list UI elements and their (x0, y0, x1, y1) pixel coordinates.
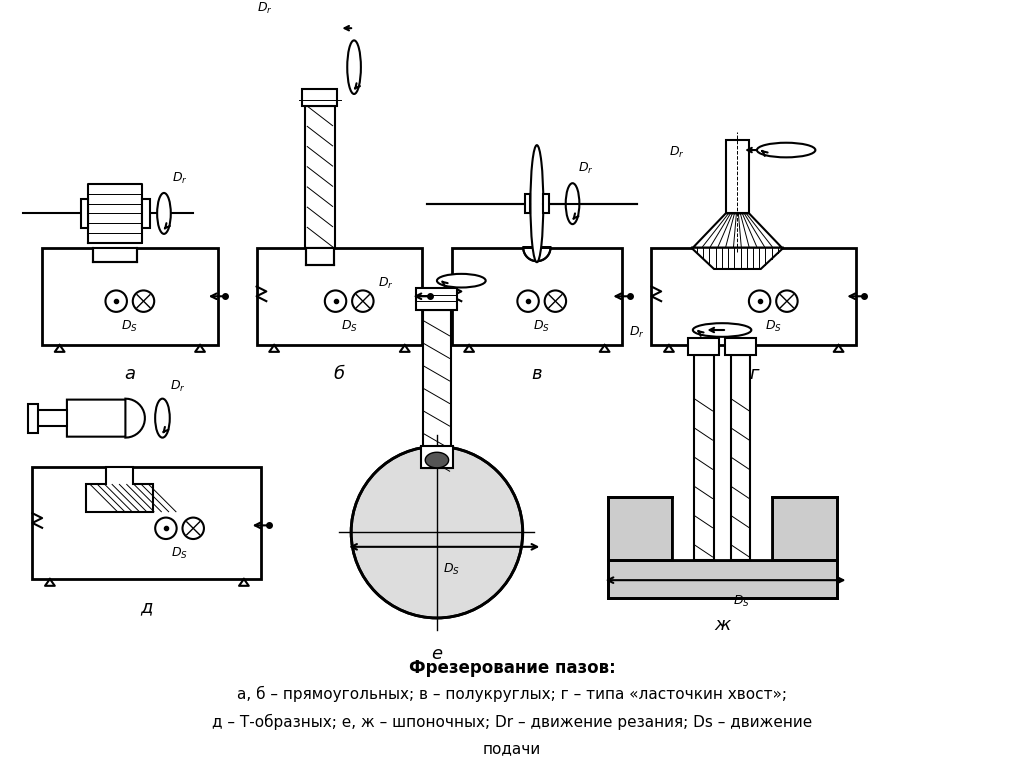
Text: д – Т-образных; е, ж – шпоночных; Dr – движение резания; Ds – движение: д – Т-образных; е, ж – шпоночных; Dr – д… (212, 713, 812, 729)
Bar (651, 248, 856, 345)
Ellipse shape (757, 143, 815, 157)
Ellipse shape (437, 274, 485, 288)
Polygon shape (33, 410, 67, 426)
Polygon shape (417, 288, 458, 310)
Text: Фрезерование пазов:: Фрезерование пазов: (409, 659, 615, 677)
Text: $D_r$: $D_r$ (379, 276, 394, 291)
Circle shape (325, 291, 346, 312)
Circle shape (156, 518, 177, 539)
Polygon shape (88, 194, 142, 204)
Text: $D_r$: $D_r$ (579, 161, 594, 176)
Text: $D_r$: $D_r$ (630, 324, 645, 340)
Polygon shape (88, 213, 142, 223)
Text: б: б (334, 364, 345, 383)
Polygon shape (693, 213, 781, 248)
Text: $D_r$: $D_r$ (170, 379, 186, 393)
Polygon shape (544, 194, 549, 213)
Polygon shape (694, 355, 714, 560)
Polygon shape (672, 492, 772, 560)
Bar (306, 248, 334, 265)
Polygon shape (86, 467, 153, 512)
Text: в: в (531, 364, 542, 383)
Text: $D_r$: $D_r$ (257, 1, 272, 16)
Circle shape (133, 291, 155, 312)
Polygon shape (425, 453, 449, 468)
Text: $D_r$: $D_r$ (669, 144, 685, 160)
Ellipse shape (531, 158, 542, 249)
Polygon shape (28, 403, 38, 433)
Polygon shape (67, 400, 133, 436)
Text: $D_S$: $D_S$ (171, 546, 188, 561)
Ellipse shape (534, 177, 540, 230)
Polygon shape (302, 89, 338, 106)
Polygon shape (142, 199, 150, 228)
Circle shape (776, 291, 798, 312)
Ellipse shape (347, 41, 360, 94)
Polygon shape (524, 194, 530, 213)
Text: $D_r$: $D_r$ (172, 171, 187, 186)
Polygon shape (305, 106, 335, 248)
Polygon shape (607, 560, 837, 598)
Polygon shape (88, 204, 142, 213)
Text: а: а (124, 364, 135, 383)
Circle shape (351, 446, 522, 618)
Ellipse shape (565, 183, 580, 224)
Bar (33, 467, 261, 579)
Polygon shape (523, 248, 551, 262)
Polygon shape (772, 497, 837, 560)
Ellipse shape (532, 164, 542, 243)
Polygon shape (421, 446, 453, 468)
Text: $D_S$: $D_S$ (534, 319, 550, 334)
Text: а, б – прямоугольных; в – полукруглых; г – типа «ласточкин хвост»;: а, б – прямоугольных; в – полукруглых; г… (237, 686, 787, 703)
Bar (42, 248, 217, 345)
Ellipse shape (536, 196, 538, 212)
Polygon shape (725, 337, 756, 355)
Polygon shape (88, 223, 142, 233)
Ellipse shape (534, 170, 541, 237)
Polygon shape (125, 399, 144, 438)
Circle shape (545, 291, 566, 312)
Ellipse shape (156, 399, 170, 438)
Ellipse shape (157, 193, 171, 234)
Text: $D_S$: $D_S$ (443, 561, 460, 577)
Ellipse shape (535, 183, 539, 224)
Bar (93, 248, 137, 262)
Circle shape (105, 291, 127, 312)
Polygon shape (731, 355, 751, 560)
Ellipse shape (693, 323, 752, 337)
Ellipse shape (531, 152, 543, 256)
Polygon shape (688, 337, 719, 355)
Text: $D_S$: $D_S$ (122, 319, 138, 334)
Text: е: е (431, 645, 442, 663)
Circle shape (182, 518, 204, 539)
Text: $D_S$: $D_S$ (765, 319, 781, 334)
Circle shape (749, 291, 770, 312)
Circle shape (517, 291, 539, 312)
Polygon shape (81, 199, 88, 228)
Polygon shape (607, 497, 672, 560)
Text: $D_S$: $D_S$ (341, 319, 357, 334)
Text: ж: ж (714, 616, 730, 634)
Ellipse shape (530, 145, 544, 262)
Polygon shape (88, 233, 142, 242)
Circle shape (352, 291, 374, 312)
Ellipse shape (536, 189, 539, 218)
Polygon shape (88, 184, 142, 194)
Text: д: д (140, 598, 154, 617)
Polygon shape (691, 248, 783, 269)
Text: подачи: подачи (483, 741, 541, 755)
Bar (257, 248, 422, 345)
Text: г: г (749, 364, 759, 383)
Text: $D_S$: $D_S$ (733, 594, 750, 609)
Bar (452, 248, 623, 345)
Polygon shape (726, 140, 750, 213)
Polygon shape (423, 310, 451, 468)
